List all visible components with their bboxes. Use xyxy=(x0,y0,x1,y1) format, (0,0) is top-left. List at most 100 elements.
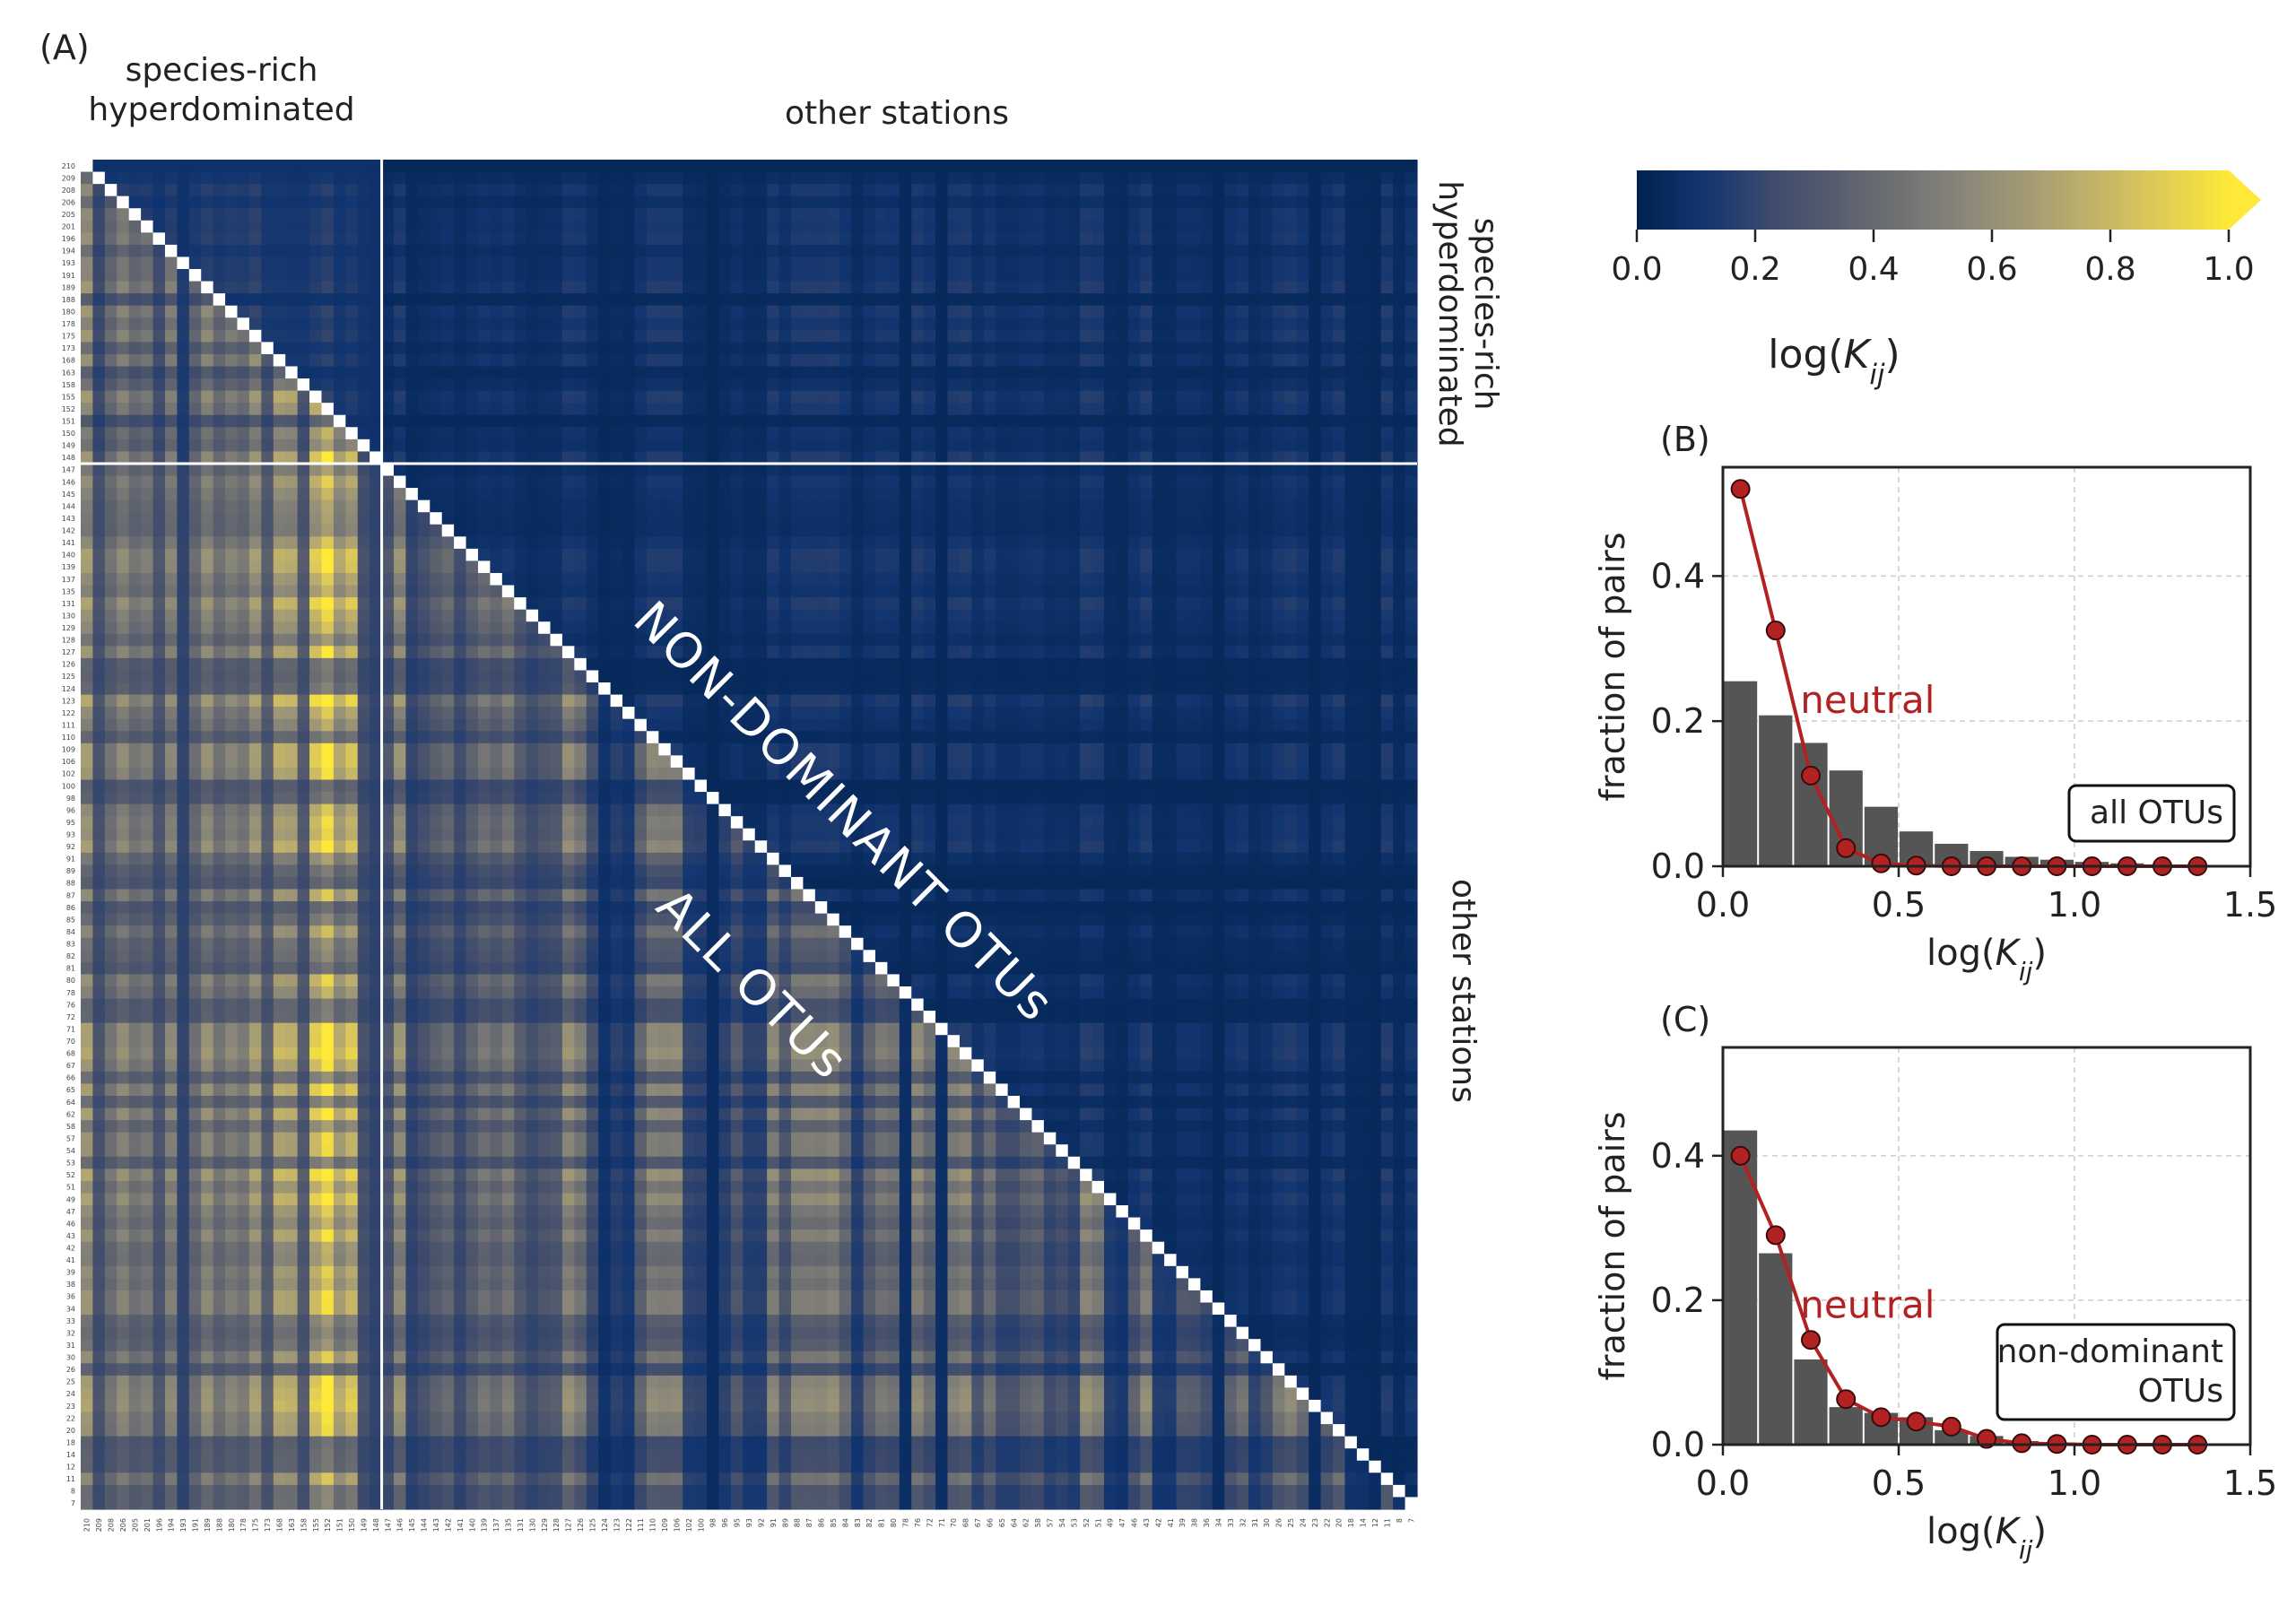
heatmap-cell xyxy=(1103,342,1118,355)
heatmap-cell xyxy=(430,524,443,537)
heatmap-cell xyxy=(1103,536,1118,550)
heatmap-cell xyxy=(1224,414,1238,428)
heatmap-cell xyxy=(887,244,900,258)
heatmap-cell xyxy=(1007,621,1021,635)
heatmap-cell xyxy=(743,646,756,659)
heatmap-cell xyxy=(730,633,744,647)
heatmap-cell xyxy=(790,560,804,574)
heatmap-cell xyxy=(117,670,130,683)
heatmap-cell xyxy=(996,353,1009,368)
heatmap-cell xyxy=(874,646,888,659)
heatmap-cell xyxy=(550,621,563,635)
heatmap-cell xyxy=(683,463,696,477)
heatmap-cell xyxy=(1200,548,1213,562)
heatmap-cell xyxy=(983,305,996,318)
heatmap-cell xyxy=(370,646,383,659)
heatmap-cell xyxy=(141,281,154,294)
heatmap-cell xyxy=(309,560,323,574)
heatmap-cell xyxy=(501,488,515,501)
heatmap-cell xyxy=(814,281,828,294)
heatmap-cell xyxy=(718,512,732,525)
heatmap-cell xyxy=(694,366,708,379)
heatmap-cell xyxy=(1212,439,1225,453)
heatmap-cell xyxy=(658,572,672,586)
heatmap-cell xyxy=(1164,536,1178,550)
heatmap-cell xyxy=(778,524,792,537)
heatmap-cell xyxy=(574,281,587,294)
heatmap-cell xyxy=(81,269,94,282)
heatmap-cell xyxy=(394,694,407,708)
heatmap-cell xyxy=(357,220,370,233)
heatmap-cell xyxy=(213,548,226,562)
heatmap-cell xyxy=(1091,670,1105,683)
heatmap-cell xyxy=(454,633,467,647)
heatmap-cell xyxy=(333,463,346,477)
heatmap-cell xyxy=(1212,208,1225,221)
heatmap-cell xyxy=(754,281,768,294)
heatmap-cell xyxy=(381,572,395,586)
heatmap-cell xyxy=(237,451,250,465)
heatmap-cell xyxy=(201,160,214,173)
heatmap-cell xyxy=(213,463,226,477)
heatmap-cell xyxy=(394,403,407,416)
heatmap-cell xyxy=(273,585,286,598)
heatmap-cell xyxy=(550,548,563,562)
heatmap-cell xyxy=(550,670,563,683)
heatmap-cell xyxy=(141,329,154,343)
heatmap-cell xyxy=(1369,353,1382,368)
heatmap-cell xyxy=(1200,621,1213,635)
heatmap-cell xyxy=(1176,342,1189,355)
heatmap-cell xyxy=(1380,220,1394,233)
heatmap-cell xyxy=(1344,633,1358,647)
heatmap-cell xyxy=(971,353,985,368)
heatmap-cell xyxy=(610,488,623,501)
heatmap-cell xyxy=(923,488,936,501)
heatmap-cell xyxy=(634,499,648,513)
heatmap-cell xyxy=(104,195,117,209)
heatmap-cell xyxy=(1380,305,1394,318)
heatmap-cell xyxy=(225,572,239,586)
heatmap-cell xyxy=(634,160,648,173)
heatmap-cell xyxy=(128,317,142,331)
heatmap-cell xyxy=(405,269,419,282)
heatmap-cell xyxy=(177,646,190,659)
heatmap-cell xyxy=(417,160,430,173)
heatmap-cell xyxy=(683,305,696,318)
heatmap-cell xyxy=(1164,439,1178,453)
heatmap-cell xyxy=(778,353,792,368)
heatmap-cell xyxy=(718,184,732,197)
heatmap-cell xyxy=(1103,256,1118,270)
heatmap-cell xyxy=(538,269,552,282)
heatmap-cell xyxy=(1224,536,1238,550)
heatmap-cell xyxy=(1020,232,1033,246)
heatmap-cell xyxy=(1116,220,1129,233)
heatmap-cell xyxy=(996,439,1009,453)
heatmap-cell xyxy=(899,232,912,246)
heatmap-cell xyxy=(345,427,359,440)
heatmap-cell xyxy=(345,293,359,307)
heatmap-cell xyxy=(574,451,587,465)
heatmap-cell xyxy=(586,160,599,173)
heatmap-cell xyxy=(1140,208,1153,221)
heatmap-cell xyxy=(1284,694,1298,708)
heatmap-cell xyxy=(1007,694,1021,708)
heatmap-cell xyxy=(454,439,467,453)
heatmap-cell xyxy=(273,463,286,477)
heatmap-cell xyxy=(1043,657,1057,672)
heatmap-cell xyxy=(767,499,780,513)
heatmap-cell xyxy=(827,609,840,622)
heatmap-cell xyxy=(827,366,840,379)
heatmap-cell xyxy=(730,524,744,537)
heatmap-cell xyxy=(1007,597,1021,611)
heatmap-cell xyxy=(1043,427,1057,440)
heatmap-cell xyxy=(128,184,142,197)
heatmap-cell xyxy=(177,232,190,246)
heatmap-cell xyxy=(164,317,178,331)
heatmap-cell xyxy=(465,184,479,197)
heatmap-cell xyxy=(586,256,599,270)
heatmap-cell xyxy=(526,269,539,282)
heatmap-cell xyxy=(586,451,599,465)
heatmap-cell xyxy=(622,439,636,453)
heatmap-cell xyxy=(634,329,648,343)
heatmap-cell xyxy=(1103,524,1118,537)
